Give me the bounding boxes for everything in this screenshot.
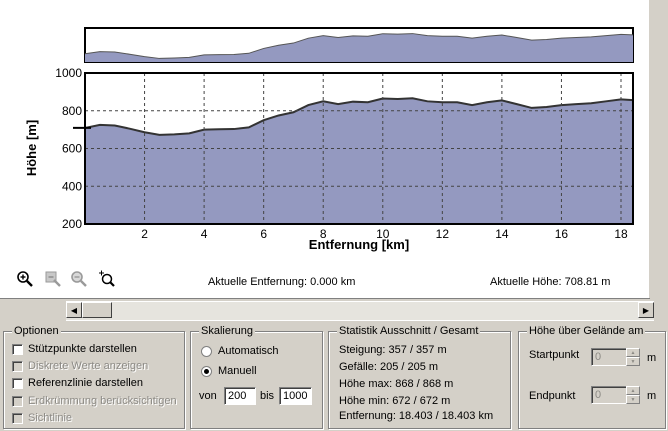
x-tick-label: 4 (201, 227, 208, 241)
scroll-left-button[interactable]: ◀ (66, 302, 82, 318)
checkbox[interactable] (12, 412, 23, 424)
option-discrete-values[interactable]: Diskrete Werte anzeigen (12, 360, 148, 372)
x-tick-label: 6 (260, 227, 267, 241)
end-point-spinner[interactable]: ▲ ▼ (626, 386, 640, 404)
grid (85, 73, 633, 224)
x-tick-label: 16 (555, 227, 569, 241)
y-axis-label: Höhe [m] (24, 120, 39, 176)
checkbox[interactable] (12, 360, 23, 372)
y-tick-label: 800 (62, 104, 82, 118)
option-label: Erdkrümmung berücksichtigen (28, 395, 177, 407)
overview-series (84, 33, 634, 62)
x-axis-label: Entfernung [km] (309, 237, 409, 252)
zoom-window-icon (99, 270, 115, 287)
current-height-readout: Aktuelle Höhe: 708.81 m (490, 276, 611, 288)
radio-button[interactable] (201, 345, 212, 357)
checkbox[interactable] (12, 377, 23, 389)
x-tick-label: 12 (436, 227, 450, 241)
scaling-auto-radio[interactable]: Automatisch (201, 345, 279, 357)
start-point-label: Startpunkt (529, 349, 580, 361)
y-tick-label: 200 (62, 217, 82, 231)
y-tick-label: 1000 (55, 66, 82, 80)
start-unit: m (647, 352, 657, 364)
to-label: bis (260, 390, 275, 402)
terrain-height-group: Höhe über Gelände am Startpunkt ▲▼ m End… (518, 325, 666, 429)
arrow-right-icon: ▶ (642, 305, 650, 315)
current-distance-readout: Aktuelle Entfernung: 0.000 km (208, 276, 356, 288)
stat-distance: Entfernung: 18.403 / 18.403 km (339, 410, 494, 422)
arrow-left-icon: ◀ (70, 305, 78, 315)
option-label: Stützpunkte darstellen (28, 343, 137, 355)
zoom-fit-button[interactable] (69, 269, 89, 289)
x-tick-label: 14 (495, 227, 509, 241)
options-group: Optionen Stützpunkte darstellen Diskrete… (3, 325, 185, 429)
zoom-window-button[interactable] (97, 269, 117, 289)
end-unit: m (647, 390, 657, 402)
from-label: von (199, 390, 217, 402)
options-title: Optionen (12, 325, 61, 337)
option-line-of-sight[interactable]: Sichtlinie (12, 412, 72, 424)
y-tick-label: 600 (62, 142, 82, 156)
start-point-spinner[interactable]: ▲ ▼ (626, 348, 640, 366)
end-point-label: Endpunkt (529, 390, 576, 402)
scaling-group: Skalierung Automatisch Manuell von bis (190, 325, 323, 429)
spin-down-icon[interactable]: ▼ (626, 395, 640, 404)
x-tick-label: 18 (614, 227, 628, 241)
x-tick-label: 8 (320, 227, 327, 241)
terrain-height-title: Höhe über Gelände am (527, 325, 646, 337)
option-label: Sichtlinie (28, 412, 73, 424)
scale-to-input[interactable] (279, 387, 312, 405)
spin-up-icon[interactable]: ▲ (626, 386, 640, 395)
option-show-points[interactable]: Stützpunkte darstellen (12, 343, 137, 355)
option-label: Diskrete Werte anzeigen (28, 360, 149, 372)
scroll-right-button[interactable]: ▶ (638, 302, 654, 318)
stat-descent: Gefälle: 205 / 205 m (339, 361, 439, 373)
start-point-input[interactable] (591, 348, 627, 366)
spin-down-icon[interactable]: ▼ (626, 357, 640, 366)
zoom-in-button[interactable] (15, 269, 35, 289)
zoom-out-icon (45, 271, 61, 287)
zoom-in-icon (17, 271, 33, 287)
x-tick-label: 2 (141, 227, 148, 241)
statistics-group: Statistik Ausschnitt / Gesamt Steigung: … (328, 325, 511, 429)
end-point-input[interactable] (591, 386, 627, 404)
profile-chart: 2 4 6 8 10 12 14 16 18 200 400 600 800 1000 Entfernun… (24, 27, 634, 252)
stat-ascent: Steigung: 357 / 357 m (339, 344, 447, 356)
radio-label: Automatisch (218, 345, 279, 357)
zoom-out-button[interactable] (43, 269, 63, 289)
x-tick-label: 10 (376, 227, 390, 241)
zoom-fit-icon (71, 271, 87, 287)
option-label: Referenzlinie darstellen (28, 377, 143, 389)
plot-frame (84, 72, 634, 225)
horizontal-scrollbar[interactable]: ◀ ▶ (66, 301, 654, 321)
statistics-title: Statistik Ausschnitt / Gesamt (337, 325, 481, 337)
stat-max-height: Höhe max: 868 / 868 m (339, 378, 454, 390)
y-tick-label: 400 (62, 179, 82, 193)
checkbox[interactable] (12, 395, 23, 407)
elevation-series (84, 97, 634, 224)
option-earth-curvature[interactable]: Erdkrümmung berücksichtigen (12, 395, 177, 407)
scaling-title: Skalierung (199, 325, 255, 337)
stat-min-height: Höhe min: 672 / 672 m (339, 395, 451, 407)
option-reference-line[interactable]: Referenzlinie darstellen (12, 377, 143, 389)
checkbox[interactable] (12, 343, 23, 355)
tick-labels: 2 4 6 8 10 12 14 16 18 200 400 600 800 1000 (55, 66, 628, 241)
vertical-scrollbar[interactable] (649, 0, 668, 298)
scale-from-input[interactable] (224, 387, 256, 405)
scrollbar-thumb[interactable] (82, 302, 112, 318)
overview-line (84, 33, 634, 59)
spin-up-icon[interactable]: ▲ (626, 348, 640, 357)
scaling-manual-radio[interactable]: Manuell (201, 365, 257, 377)
radio-label: Manuell (218, 365, 257, 377)
radio-button[interactable] (201, 365, 212, 377)
radio-selected-dot (204, 368, 209, 374)
profile-chart-panel: 2 4 6 8 10 12 14 16 18 200 400 600 800 1000 Entfernun… (0, 0, 650, 299)
elevation-line (84, 97, 634, 136)
